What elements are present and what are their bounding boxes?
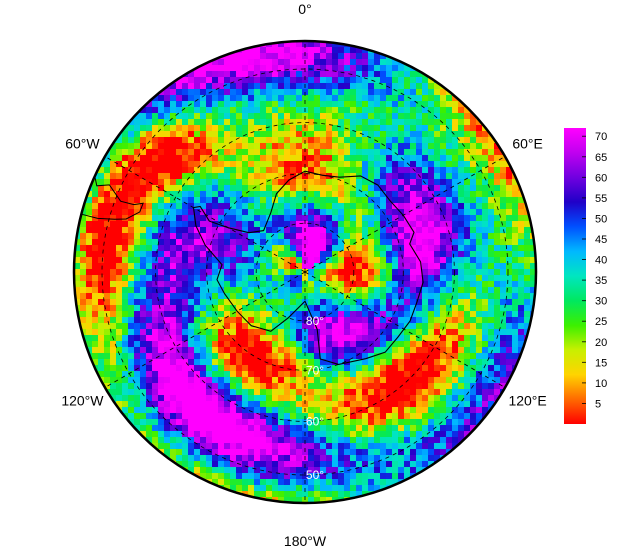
longitude-label: 120°W [61,393,104,409]
latitude-label: 70° [306,363,324,377]
colorbar-tick-label: 10 [595,378,607,390]
colorbar-tick-label: 40 [595,255,607,267]
latitude-labels: 80° 70° 60° 50° [306,314,324,482]
colorbar: 5 10 15 20 25 30 35 40 45 50 55 60 65 70 [564,128,607,424]
colorbar-tick-label: 35 [595,275,607,287]
colorbar-ticks: 5 10 15 20 25 30 35 40 45 50 55 60 65 70 [582,131,607,410]
colorbar-tick-label: 60 [595,172,607,184]
colorbar-tick-label: 50 [595,213,607,225]
colorbar-ramp [564,128,586,424]
data-pixel-field [74,41,536,503]
colorbar-tick-label: 65 [595,152,607,164]
longitude-label: 120°E [508,393,546,409]
latitude-label: 50° [306,468,324,482]
colorbar-tick-label: 5 [595,398,601,410]
map-border [72,39,538,505]
colorbar-tick-label: 30 [595,296,607,308]
colorbar-tick-label: 15 [595,357,607,369]
graticule-lines [101,41,509,503]
colorbar-tick-label: 45 [595,234,607,246]
longitude-label: 0° [298,1,311,17]
latitude-label: 60° [306,414,324,428]
colorbar-tick-label: 20 [595,337,607,349]
latitude-label: 80° [306,314,324,328]
longitude-label: 60°W [65,136,100,152]
antarctica-coastline [81,170,424,365]
colorbar-tick-label: 70 [595,131,607,143]
longitude-label: 60°E [512,136,543,152]
longitude-labels: 0° 60°E 120°E 180°W 120°W 60°W [61,1,546,549]
longitude-label: 180°W [284,533,327,549]
colorbar-tick-label: 55 [595,193,607,205]
map-disc [74,41,536,503]
colorbar-tick-label: 25 [595,316,607,328]
